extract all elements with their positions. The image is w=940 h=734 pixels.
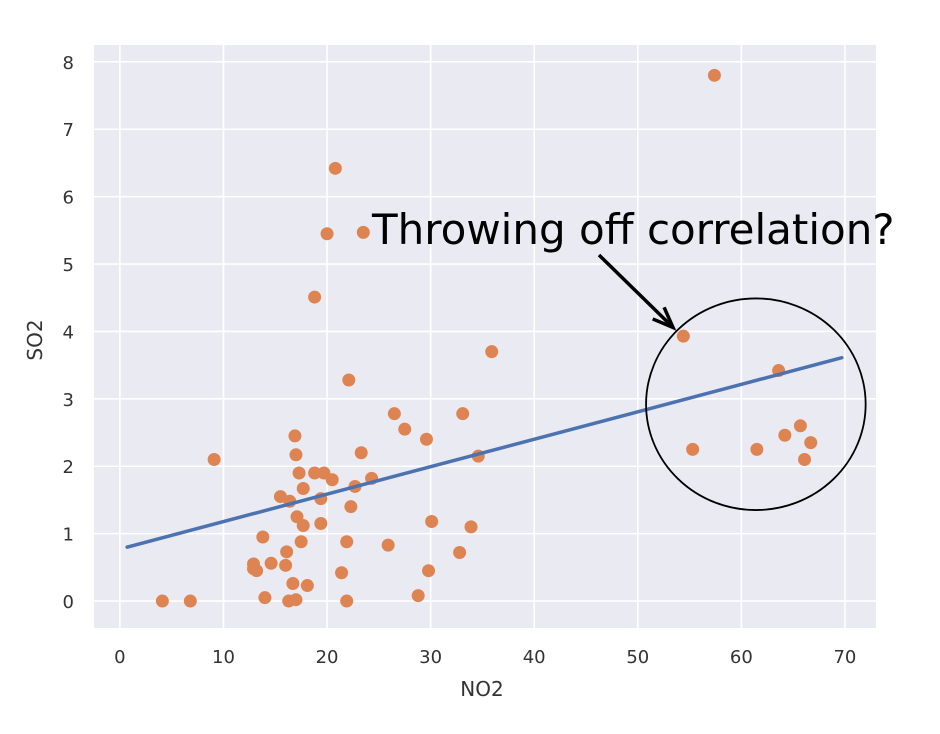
data-point bbox=[288, 429, 302, 443]
data-point bbox=[258, 591, 272, 605]
data-point bbox=[411, 589, 425, 603]
data-point bbox=[798, 453, 812, 467]
y-axis-ticks: 0 1 2 3 4 5 6 7 8 bbox=[63, 53, 74, 613]
x-tick-label: 70 bbox=[833, 647, 856, 668]
highlight-circle bbox=[645, 297, 867, 511]
data-point bbox=[354, 446, 368, 460]
data-point bbox=[328, 161, 342, 175]
data-point bbox=[292, 466, 306, 480]
y-tick-label: 2 bbox=[63, 457, 74, 478]
data-point bbox=[308, 290, 322, 304]
data-point bbox=[207, 453, 221, 467]
data-point bbox=[314, 517, 328, 531]
data-point bbox=[340, 535, 354, 549]
data-point bbox=[289, 593, 303, 607]
x-tick-label: 20 bbox=[316, 647, 339, 668]
data-point bbox=[422, 564, 436, 578]
annotation: Throwing off correlation? bbox=[371, 205, 895, 511]
data-point bbox=[296, 481, 310, 495]
data-point bbox=[398, 422, 412, 436]
data-point bbox=[280, 545, 294, 559]
y-tick-label: 7 bbox=[63, 120, 74, 141]
x-tick-label: 50 bbox=[626, 647, 649, 668]
y-axis-label: SO2 bbox=[23, 319, 47, 360]
x-tick-label: 0 bbox=[114, 647, 125, 668]
data-point bbox=[300, 579, 314, 593]
annotation-text: Throwing off correlation? bbox=[371, 205, 895, 254]
x-axis-ticks: 0 10 20 30 40 50 60 70 bbox=[114, 647, 856, 668]
x-axis-label: NO2 bbox=[460, 677, 503, 701]
data-point bbox=[344, 500, 358, 514]
data-point bbox=[294, 535, 308, 549]
data-point bbox=[419, 432, 433, 446]
plot-background bbox=[94, 45, 876, 628]
data-point bbox=[308, 466, 322, 480]
data-point bbox=[296, 519, 310, 533]
x-tick-label: 30 bbox=[419, 647, 442, 668]
data-point bbox=[155, 594, 169, 608]
data-point bbox=[320, 227, 334, 241]
data-point bbox=[381, 538, 395, 552]
plot-area bbox=[94, 45, 876, 628]
y-tick-label: 1 bbox=[63, 525, 74, 546]
data-point bbox=[456, 407, 470, 421]
x-tick-label: 40 bbox=[523, 647, 546, 668]
data-point bbox=[707, 68, 721, 82]
x-tick-label: 60 bbox=[730, 647, 753, 668]
y-tick-label: 4 bbox=[63, 322, 74, 343]
trend-line bbox=[125, 355, 844, 549]
data-point bbox=[256, 530, 270, 544]
y-tick-label: 6 bbox=[63, 188, 74, 209]
data-point bbox=[289, 448, 303, 462]
data-point bbox=[793, 419, 807, 433]
x-tick-label: 10 bbox=[212, 647, 235, 668]
data-point bbox=[804, 436, 818, 450]
data-point bbox=[686, 442, 700, 456]
data-point bbox=[464, 520, 478, 534]
data-point bbox=[778, 428, 792, 442]
data-point bbox=[279, 558, 293, 572]
y-tick-label: 0 bbox=[63, 592, 74, 613]
data-point bbox=[342, 373, 356, 387]
data-point bbox=[340, 594, 354, 608]
data-point bbox=[286, 577, 300, 591]
data-point bbox=[676, 329, 690, 343]
data-point bbox=[250, 564, 264, 578]
data-point bbox=[356, 225, 370, 239]
data-point bbox=[183, 594, 197, 608]
data-point bbox=[335, 566, 349, 580]
data-point bbox=[750, 442, 764, 456]
data-point bbox=[453, 546, 467, 560]
arrow-head bbox=[652, 306, 677, 331]
y-tick-label: 8 bbox=[63, 53, 74, 74]
data-point bbox=[485, 345, 499, 359]
data-point bbox=[264, 556, 278, 570]
arrow-shaft bbox=[597, 253, 675, 329]
data-point bbox=[325, 473, 339, 487]
data-point bbox=[425, 515, 439, 529]
y-tick-label: 3 bbox=[63, 390, 74, 411]
data-point bbox=[387, 407, 401, 421]
y-tick-label: 5 bbox=[63, 255, 74, 276]
